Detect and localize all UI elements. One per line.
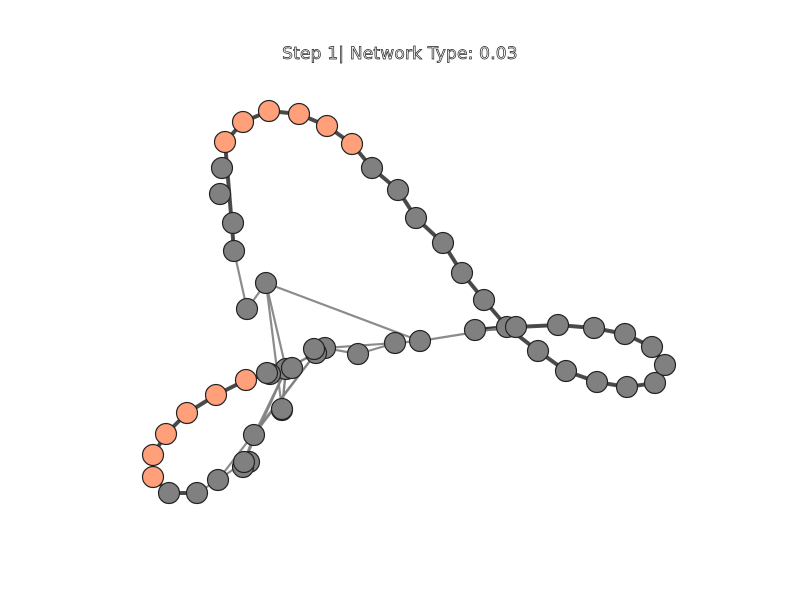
node-n46-highlighted <box>141 465 165 489</box>
node-n5-highlighted <box>340 132 364 156</box>
node-n53 <box>254 271 278 295</box>
node-n23 <box>504 315 528 339</box>
node-n14 <box>554 359 578 383</box>
node-n16 <box>615 375 639 399</box>
node-n45-highlighted <box>141 443 165 467</box>
node-n0-highlighted <box>213 130 237 154</box>
node-n54 <box>235 297 259 321</box>
node-n8 <box>404 206 428 230</box>
node-n38 <box>280 356 304 380</box>
node-n55 <box>222 239 246 263</box>
edge-n53-n30 <box>264 281 288 371</box>
node-n15 <box>585 370 609 394</box>
node-n24 <box>463 318 487 342</box>
node-n49 <box>206 468 230 492</box>
node-n32 <box>221 211 245 235</box>
edge-n50-n30 <box>242 367 288 464</box>
node-n17 <box>643 371 667 395</box>
edge-n12-n25 <box>418 325 509 343</box>
node-n48 <box>185 481 209 505</box>
node-n18 <box>653 353 677 377</box>
node-n43-highlighted <box>175 401 199 425</box>
node-n3-highlighted <box>287 102 311 126</box>
node-n2-highlighted <box>257 99 281 123</box>
node-n21 <box>582 316 606 340</box>
node-n1-highlighted <box>231 110 255 134</box>
node-n51 <box>242 423 266 447</box>
node-n26 <box>383 331 407 355</box>
node-n6 <box>360 156 384 180</box>
node-n19 <box>640 335 664 359</box>
node-n37 <box>302 337 326 361</box>
node-n22 <box>546 313 570 337</box>
node-n9 <box>431 231 455 255</box>
node-n11 <box>472 288 496 312</box>
node-n42-highlighted <box>204 383 228 407</box>
node-n7 <box>386 178 410 202</box>
edge-n52-n53 <box>264 281 284 411</box>
chart-title: Step 1| Network Type: 0.03 <box>282 44 518 65</box>
node-n41-highlighted <box>234 368 258 392</box>
node-n47 <box>157 481 181 505</box>
node-n44-highlighted <box>154 422 178 446</box>
node-layer <box>141 99 677 505</box>
node-n13 <box>526 339 550 363</box>
node-n20 <box>613 322 637 346</box>
node-n35 <box>255 361 279 385</box>
node-n27 <box>346 342 370 366</box>
node-n50 <box>232 450 256 474</box>
edge-n53-n25 <box>264 281 422 343</box>
node-n52 <box>270 397 294 421</box>
node-n4-highlighted <box>315 114 339 138</box>
node-n34 <box>210 156 234 180</box>
node-n33 <box>208 182 232 206</box>
node-n10 <box>450 261 474 285</box>
node-n25 <box>408 329 432 353</box>
